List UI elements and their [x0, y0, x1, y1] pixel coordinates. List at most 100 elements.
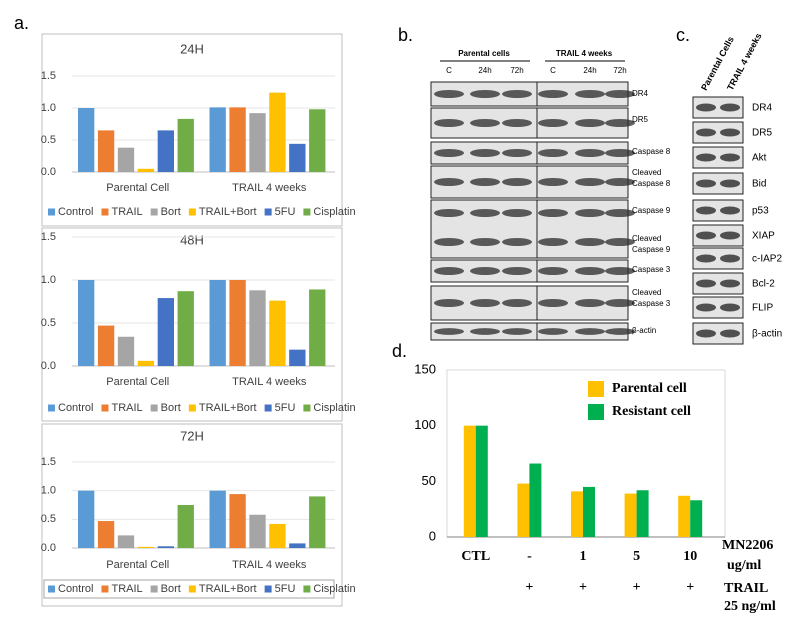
bar [463, 425, 476, 537]
legend-swatch [150, 208, 158, 216]
band [434, 328, 464, 335]
band-label: Caspase 8 [632, 147, 671, 156]
bar [137, 168, 155, 172]
band [434, 90, 464, 98]
band [720, 329, 740, 338]
bar [624, 493, 637, 537]
band-label: Cleaved [632, 288, 661, 297]
legend-label: TRAIL [111, 402, 142, 414]
bar [209, 107, 226, 172]
x-tick-label: Parental Cell [106, 182, 169, 194]
x-tick-label: Parental Cell [106, 559, 169, 571]
panel-label: c. [676, 25, 690, 45]
band [720, 128, 740, 137]
blot-box [692, 224, 744, 247]
band [720, 103, 740, 112]
band [502, 328, 532, 335]
bar [177, 291, 194, 366]
band [605, 299, 635, 307]
legend-swatch [188, 208, 196, 216]
y-tick-label: 0.0 [41, 360, 56, 372]
legend-label: Resistant cell [612, 404, 691, 419]
band [502, 267, 532, 275]
band [696, 128, 716, 137]
blot-box [692, 96, 744, 119]
band [575, 149, 605, 157]
y-tick-label: 0.0 [41, 542, 56, 554]
band [720, 231, 740, 240]
band-label: β-actin [752, 329, 782, 340]
lane-label: 72h [510, 66, 523, 75]
legend-label: TRAIL [111, 206, 142, 218]
band [575, 328, 605, 335]
legend-swatch [150, 585, 158, 593]
legend-swatch [303, 585, 311, 593]
legend-label: Bort [161, 583, 181, 595]
x-tick-label: TRAIL 4 weeks [232, 376, 307, 388]
legend-swatch [264, 404, 272, 412]
bar [97, 521, 115, 548]
bar [309, 496, 326, 548]
band [470, 267, 500, 275]
band [696, 329, 716, 338]
band [538, 90, 568, 98]
band [434, 178, 464, 186]
legend-label: Control [58, 583, 93, 595]
legend-frame [43, 579, 335, 599]
bar [289, 143, 306, 172]
blot-box [692, 296, 744, 319]
y-tick-label: 1.0 [41, 274, 56, 286]
band [538, 328, 568, 335]
band [502, 178, 532, 186]
band [434, 267, 464, 275]
chart-frame [41, 227, 343, 422]
band [696, 103, 716, 112]
band [538, 267, 568, 275]
legend-label: 5FU [275, 206, 296, 218]
blot-box [692, 247, 744, 270]
band-label: Bcl-2 [752, 279, 775, 290]
y-tick-label: 1.5 [41, 70, 56, 82]
legend-swatch [303, 208, 311, 216]
band-label: Akt [752, 153, 767, 164]
band-label: XIAP [752, 231, 775, 242]
band-label: DR5 [632, 115, 649, 124]
legend-label: TRAIL+Bort [199, 583, 257, 595]
band [696, 279, 716, 288]
legend-swatch [264, 208, 272, 216]
band [470, 90, 500, 98]
band-label: Cleaved [632, 234, 661, 243]
panel-label: b. [398, 25, 413, 45]
trail-mark: + [579, 580, 587, 595]
y-tick-label: 1.0 [41, 102, 56, 114]
bar [249, 514, 266, 548]
bar [249, 290, 266, 366]
bar [309, 109, 326, 172]
band-label: Caspase 3 [632, 299, 671, 308]
blot-box [692, 199, 744, 222]
bar [636, 490, 649, 537]
x-tick-label: TRAIL 4 weeks [232, 182, 307, 194]
legend-swatch [101, 404, 109, 412]
bar [289, 349, 306, 366]
band [696, 206, 716, 215]
bar [269, 523, 286, 548]
band-label: Cleaved [632, 168, 661, 177]
band [434, 238, 464, 246]
panel-label: a. [14, 13, 29, 33]
chart-frame [41, 423, 343, 607]
x-title: ug/ml [727, 558, 761, 573]
band [434, 209, 464, 217]
bar [157, 546, 174, 548]
band [720, 153, 740, 162]
panel-label: d. [392, 341, 407, 361]
bar [177, 505, 194, 548]
blot-box [430, 199, 629, 259]
bar [137, 546, 155, 548]
band [575, 299, 605, 307]
band-label: Caspase 9 [632, 245, 671, 254]
y-tick-label: 0.0 [41, 166, 56, 178]
chart-title: 48H [180, 232, 204, 247]
